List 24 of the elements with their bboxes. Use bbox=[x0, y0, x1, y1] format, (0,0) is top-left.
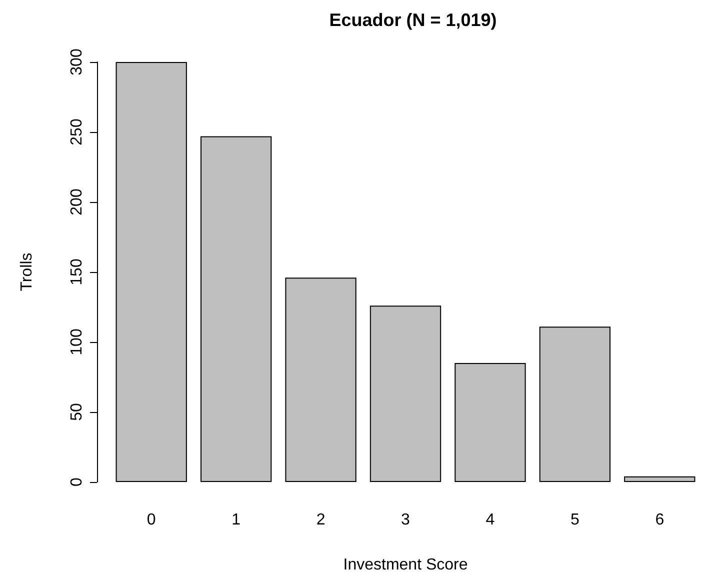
y-tick-label: 250 bbox=[68, 118, 86, 146]
bar bbox=[116, 62, 187, 482]
x-tick-label: 0 bbox=[146, 512, 156, 528]
bar bbox=[454, 363, 526, 482]
x-tick-label: 6 bbox=[655, 512, 664, 528]
x-tick-label: 3 bbox=[401, 512, 410, 528]
bar bbox=[370, 306, 442, 482]
y-tick-label: 0 bbox=[68, 477, 86, 486]
bar bbox=[200, 136, 272, 482]
y-tick-label: 300 bbox=[68, 48, 86, 76]
y-axis-title: Trolls bbox=[18, 252, 36, 292]
y-tick-label: 50 bbox=[68, 403, 86, 421]
x-tick-label: 1 bbox=[232, 512, 241, 528]
bar bbox=[539, 326, 611, 482]
y-tick-label: 150 bbox=[68, 258, 86, 286]
bar bbox=[285, 278, 356, 482]
x-tick-label: 4 bbox=[486, 512, 495, 528]
y-tick-label: 200 bbox=[68, 188, 86, 216]
bar bbox=[624, 476, 696, 482]
x-tick-label: 2 bbox=[316, 512, 326, 528]
chart-title: Ecuador (N = 1,019) bbox=[329, 10, 497, 30]
x-tick-label: 5 bbox=[570, 512, 580, 528]
x-axis-title: Investment Score bbox=[343, 556, 468, 574]
y-tick-label: 100 bbox=[68, 328, 86, 356]
